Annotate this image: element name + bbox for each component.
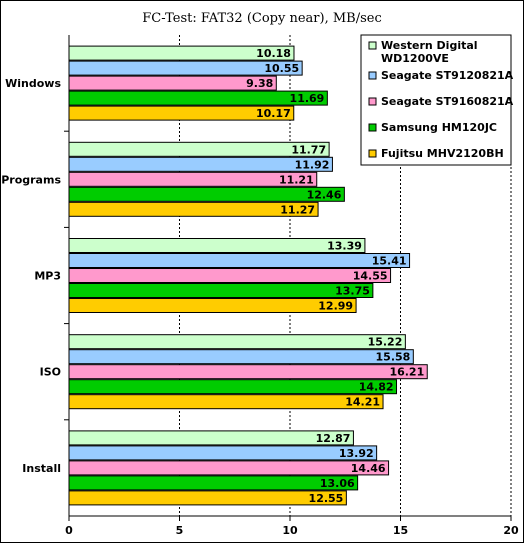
- value-label: 15.58: [376, 351, 411, 364]
- value-label: 12.46: [307, 188, 342, 201]
- x-tick-label: 15: [393, 524, 408, 537]
- bar: [68, 298, 357, 313]
- bar: [68, 475, 359, 491]
- legend-label: WD1200VE: [381, 52, 449, 65]
- legend-label: Seagate ST9160821A: [381, 95, 514, 108]
- chart-title: FC-Test: FAT32 (Copy near), MB/sec: [142, 11, 381, 26]
- category-label: Windows: [5, 77, 61, 90]
- category-label: Programs: [1, 173, 61, 186]
- bar: [68, 268, 392, 283]
- legend-label: Samsung HM120JC: [381, 121, 497, 134]
- legend-label: Western Digital: [381, 39, 478, 52]
- bar: [68, 394, 384, 410]
- legend-swatch: [368, 41, 377, 50]
- bar: [68, 186, 345, 202]
- value-label: 9.38: [246, 77, 273, 90]
- value-label: 12.99: [318, 300, 353, 313]
- x-tick-label: 10: [282, 524, 298, 537]
- x-tick-label: 20: [503, 524, 519, 537]
- value-label: 10.55: [264, 62, 299, 75]
- legend-box: [360, 34, 512, 166]
- value-label: 12.87: [316, 432, 351, 445]
- legend-swatch: [368, 123, 377, 132]
- value-label: 14.55: [353, 270, 388, 283]
- value-label: 13.39: [327, 240, 362, 253]
- value-label: 13.75: [335, 285, 370, 298]
- value-label: 14.21: [345, 396, 380, 409]
- value-label: 15.22: [368, 336, 403, 349]
- value-label: 16.21: [389, 366, 424, 379]
- value-label: 10.18: [256, 47, 291, 60]
- bar: [68, 253, 411, 268]
- value-label: 15.41: [372, 255, 407, 268]
- bar: [68, 364, 428, 380]
- value-label: 10.17: [256, 107, 291, 120]
- bar: [68, 349, 414, 365]
- value-label: 11.92: [295, 158, 330, 171]
- x-tick-label: 5: [176, 524, 184, 537]
- value-label: 12.55: [309, 492, 344, 505]
- value-label: 13.92: [339, 447, 374, 460]
- x-tick-label: 0: [65, 524, 73, 537]
- bar: [68, 156, 333, 172]
- legend-label: Fujitsu MHV2120BH: [381, 147, 504, 160]
- bar: [68, 238, 366, 253]
- legend-swatch: [368, 71, 377, 80]
- value-label: 13.06: [320, 477, 355, 490]
- bar: [68, 334, 406, 350]
- value-label: 11.27: [280, 203, 315, 216]
- value-label: 11.21: [279, 173, 314, 186]
- category-label: MP3: [34, 270, 61, 283]
- legend-label: Seagate ST9120821A: [381, 69, 514, 82]
- axes: Windows Programs MP3 ISO Install 0 5 10 15 20: [1, 35, 519, 537]
- bars: 10.18 11.77 13.39 15.22 12.87 10.55 11.92 15.41…: [68, 45, 428, 506]
- bar: [68, 283, 374, 298]
- value-label: 11.77: [291, 143, 326, 156]
- bar: [68, 379, 398, 395]
- bar: [68, 141, 330, 157]
- value-label: 11.69: [290, 92, 325, 105]
- value-label: 14.82: [359, 381, 394, 394]
- category-label: ISO: [40, 366, 61, 379]
- bar: [68, 430, 354, 446]
- bar: [68, 460, 390, 476]
- category-label: Install: [22, 462, 61, 475]
- legend-swatch: [368, 97, 377, 106]
- bar: [68, 445, 378, 461]
- value-label: 14.46: [351, 462, 386, 475]
- legend-swatch: [368, 149, 377, 158]
- bar: [68, 490, 347, 506]
